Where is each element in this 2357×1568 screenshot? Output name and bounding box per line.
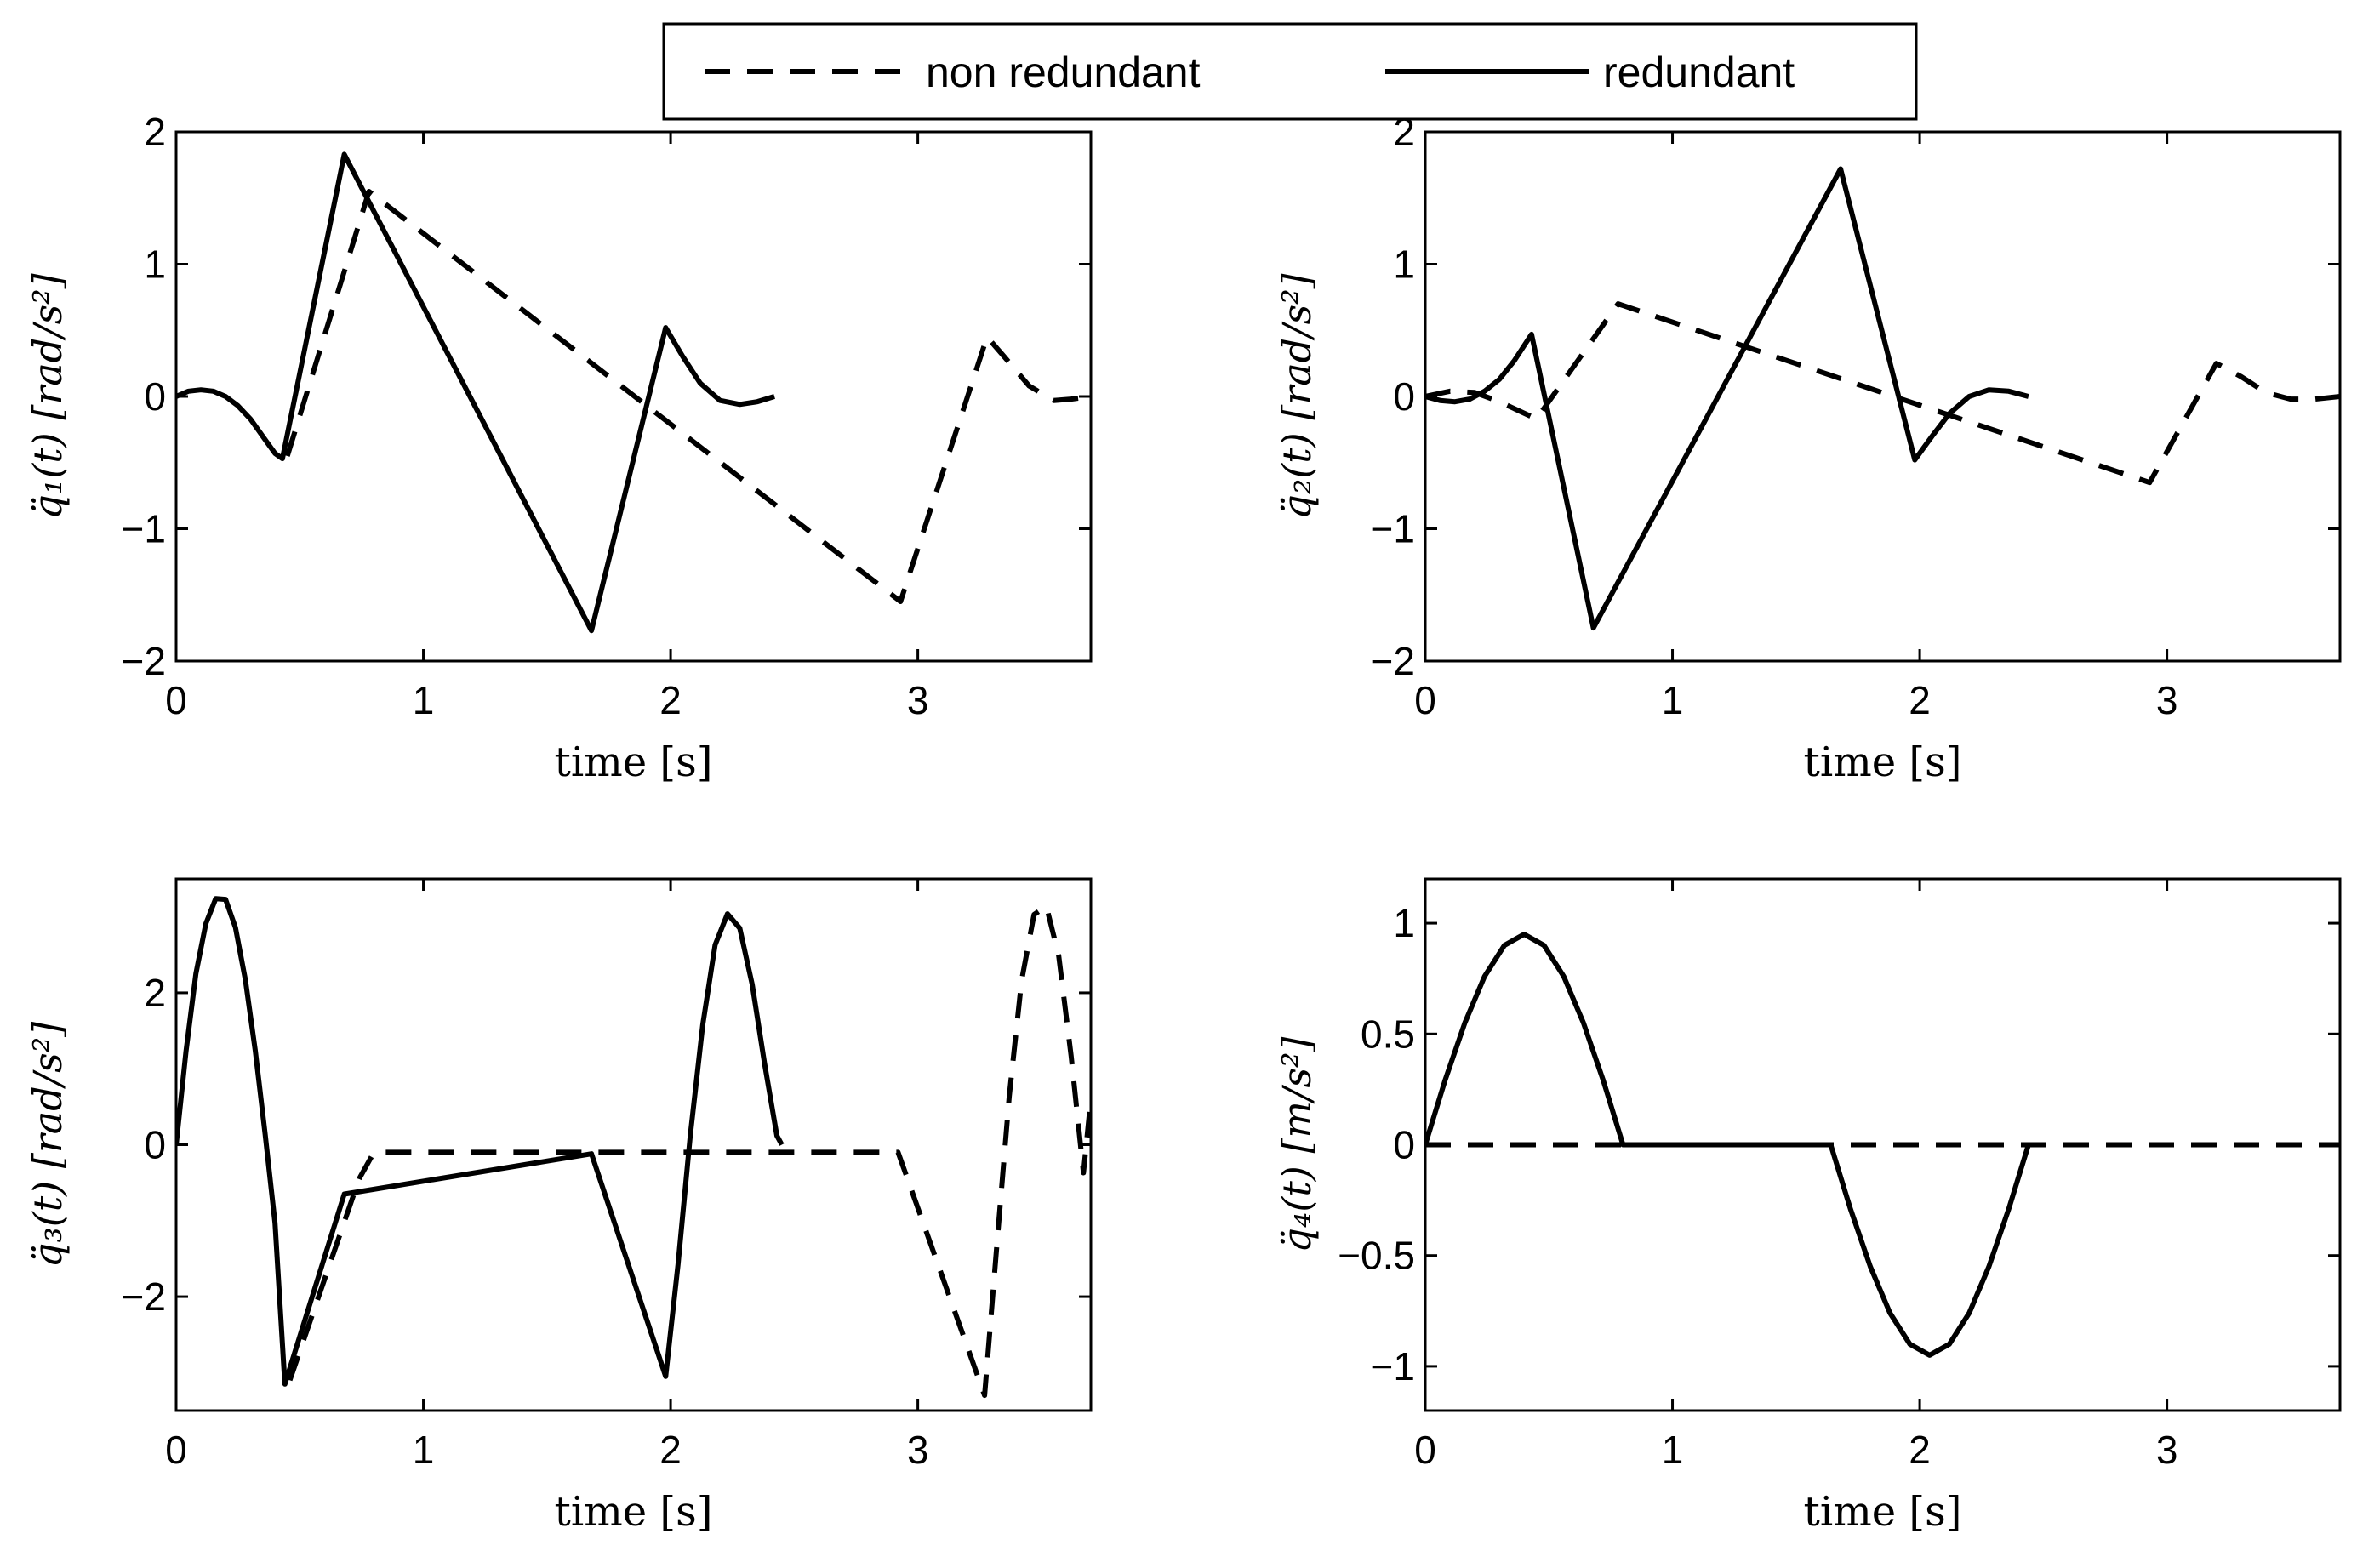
- y-tick-label: 0: [1393, 1123, 1415, 1167]
- y-tick-label: 0: [144, 374, 166, 419]
- x-axis-label: time [s]: [1804, 1488, 1962, 1536]
- x-tick-label: 2: [659, 678, 682, 722]
- series-non-redundant-line: [287, 904, 1091, 1399]
- panel-1: 0 1 2 3 −2 −1 0 1 2 time [s] q̈₁(t) [rad/s²]: [25, 110, 1093, 786]
- legend-box: [662, 22, 1918, 121]
- y-tick-label: 0: [1393, 374, 1415, 419]
- y-tick-label: 2: [144, 971, 166, 1015]
- y-axis-label: q̈₂(t) [rad/s²]: [1274, 273, 1320, 519]
- x-tick-label: 2: [659, 1428, 682, 1472]
- panel-4: 0 1 2 3 −1 −0.5 0 0.5 1 time [s] q̈₄(t) [m/s²]: [1274, 877, 2342, 1536]
- x-tick-label: 3: [907, 1428, 929, 1472]
- x-tick-label: 2: [1909, 1428, 1931, 1472]
- x-tick-label: 2: [1909, 678, 1931, 722]
- series-non-redundant-line: [284, 189, 1091, 604]
- x-tick-label: 0: [165, 1428, 187, 1472]
- panel-3: 0 1 2 3 −2 0 2 time [s] q̈₃(t) [rad/s²]: [25, 877, 1093, 1536]
- y-tick-label: −1: [1371, 1344, 1415, 1388]
- y-axis-label: q̈₁(t) [rad/s²]: [25, 273, 71, 519]
- y-tick-label: −0.5: [1338, 1234, 1415, 1278]
- series-redundant-line: [1425, 166, 2029, 631]
- series-non-redundant-line: [1425, 301, 2340, 486]
- legend-label-redundant: redundant: [1603, 48, 1795, 96]
- x-tick-label: 1: [1662, 1428, 1684, 1472]
- series-redundant-line: [176, 151, 775, 634]
- y-axis-label: q̈₃(t) [rad/s²]: [25, 1022, 71, 1268]
- series-redundant-line: [176, 896, 785, 1387]
- x-tick-label: 0: [1414, 1428, 1436, 1472]
- y-tick-label: −2: [122, 1274, 166, 1319]
- x-tick-label: 1: [413, 678, 435, 722]
- x-tick-label: 0: [165, 678, 187, 722]
- x-axis-label: time [s]: [1804, 738, 1962, 786]
- y-tick-label: 0: [144, 1123, 166, 1167]
- y-tick-label: 1: [144, 242, 166, 287]
- legend-label-non-redundant: non redundant: [926, 48, 1201, 96]
- x-tick-label: 1: [413, 1428, 435, 1472]
- y-tick-label: 1: [1393, 242, 1415, 287]
- y-tick-label: −1: [122, 507, 166, 551]
- y-tick-label: −2: [122, 639, 166, 683]
- y-tick-label: −1: [1371, 507, 1415, 551]
- x-tick-label: 0: [1414, 678, 1436, 722]
- x-tick-label: 3: [2156, 678, 2178, 722]
- x-tick-label: 1: [1662, 678, 1684, 722]
- x-axis-label: time [s]: [555, 738, 713, 786]
- y-tick-label: −2: [1371, 639, 1415, 683]
- y-tick-label: 0.5: [1361, 1012, 1415, 1056]
- y-tick-label: 1: [1393, 901, 1415, 945]
- legend: non redundant redundant: [662, 22, 1918, 121]
- y-tick-label: 2: [144, 110, 166, 154]
- x-tick-label: 3: [907, 678, 929, 722]
- x-axis-label: time [s]: [555, 1488, 713, 1536]
- x-tick-label: 3: [2156, 1428, 2178, 1472]
- y-axis-label: q̈₄(t) [m/s²]: [1274, 1036, 1320, 1252]
